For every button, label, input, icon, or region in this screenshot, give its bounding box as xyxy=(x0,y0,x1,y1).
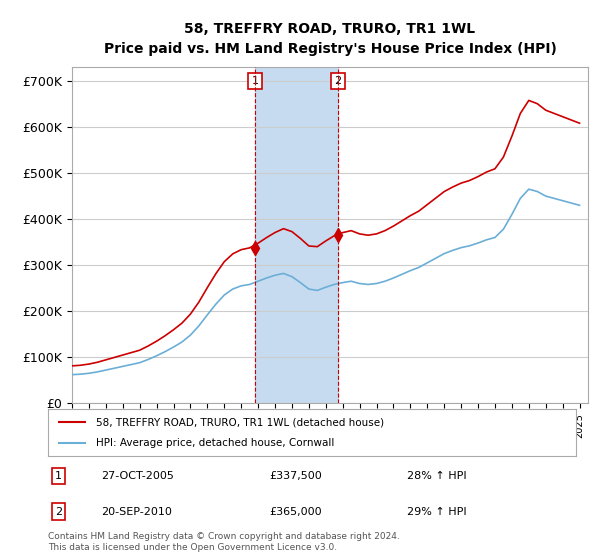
Text: 27-OCT-2005: 27-OCT-2005 xyxy=(101,471,173,481)
Text: HPI: Average price, detached house, Cornwall: HPI: Average price, detached house, Corn… xyxy=(95,438,334,448)
Text: 20-SEP-2010: 20-SEP-2010 xyxy=(101,507,172,517)
Bar xyxy=(255,67,338,403)
Text: £337,500: £337,500 xyxy=(270,471,323,481)
Text: £365,000: £365,000 xyxy=(270,507,322,517)
Text: 58, TREFFRY ROAD, TRURO, TR1 1WL (detached house): 58, TREFFRY ROAD, TRURO, TR1 1WL (detach… xyxy=(95,417,383,427)
Title: 58, TREFFRY ROAD, TRURO, TR1 1WL
Price paid vs. HM Land Registry's House Price I: 58, TREFFRY ROAD, TRURO, TR1 1WL Price p… xyxy=(104,22,556,57)
Text: 2: 2 xyxy=(55,507,62,517)
Text: 29% ↑ HPI: 29% ↑ HPI xyxy=(407,507,467,517)
Text: 2: 2 xyxy=(334,76,341,86)
Text: 28% ↑ HPI: 28% ↑ HPI xyxy=(407,471,467,481)
Text: 1: 1 xyxy=(55,471,62,481)
Text: 1: 1 xyxy=(251,76,259,86)
Text: Contains HM Land Registry data © Crown copyright and database right 2024.
This d: Contains HM Land Registry data © Crown c… xyxy=(48,532,400,552)
